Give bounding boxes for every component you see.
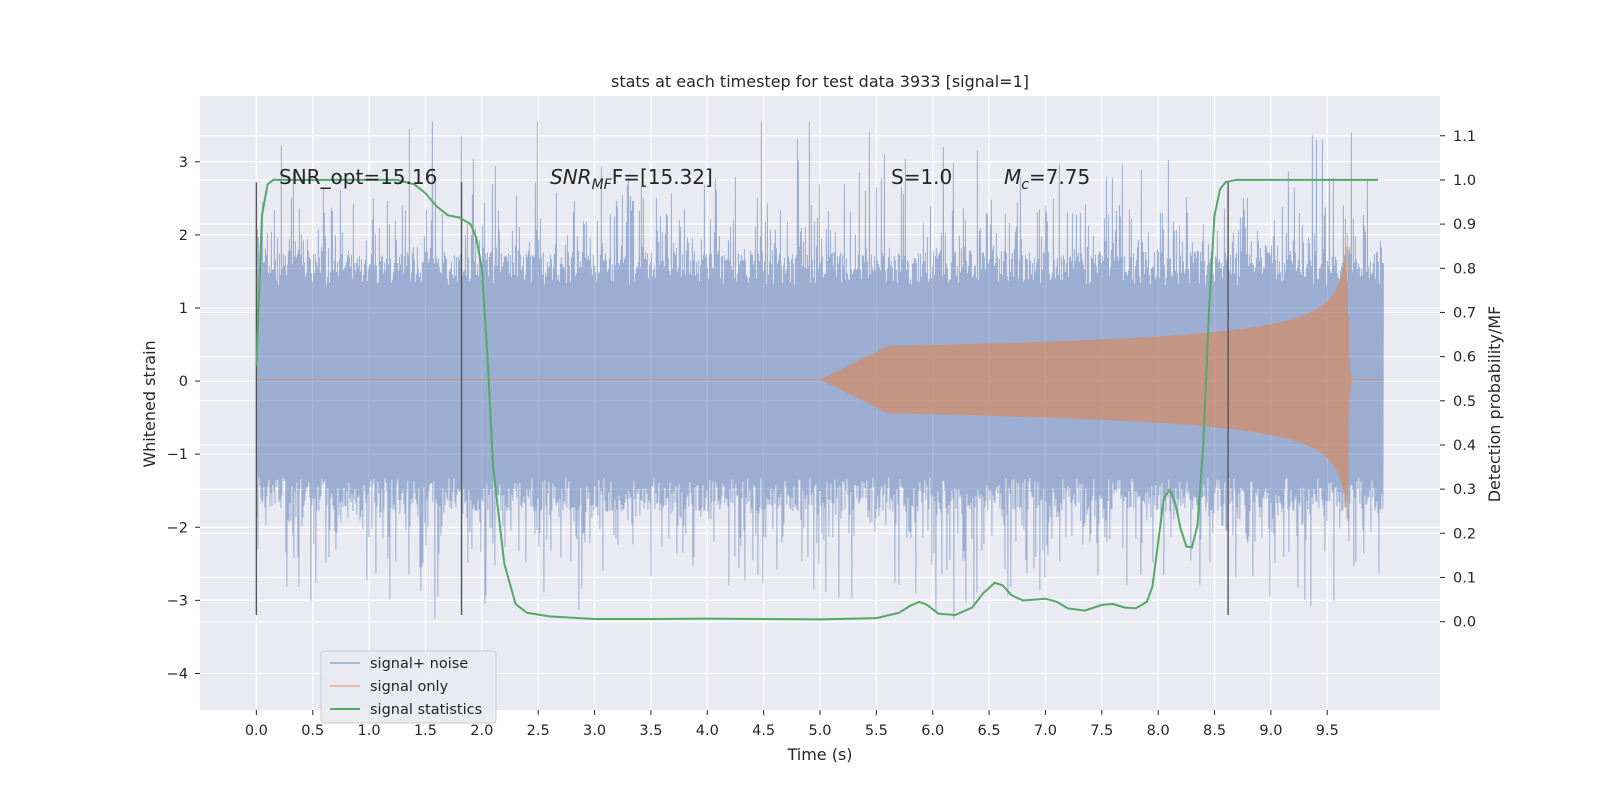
y-right-tick-label: 0.2	[1453, 526, 1476, 542]
x-tick-label: 0.0	[245, 723, 268, 739]
x-tick-label: 7.0	[1034, 723, 1057, 739]
x-tick-label: 1.5	[414, 723, 437, 739]
annotation-snr-mf-base: SNR	[550, 165, 592, 189]
y-tick-label: 0	[179, 374, 188, 390]
y-right-tick-label: 0.8	[1453, 261, 1476, 277]
y-right-tick-label: 0.5	[1453, 394, 1476, 410]
y-axis-label: Whitened strain	[140, 340, 159, 467]
x-tick-label: 9.0	[1259, 723, 1282, 739]
annotation-mc-suffix: =7.75	[1029, 165, 1090, 189]
x-tick-label: 8.5	[1203, 723, 1226, 739]
y-tick-label: 2	[179, 228, 188, 244]
annotation-snr-mf-suffix: F=[15.32]	[612, 165, 713, 189]
chart-title: stats at each timestep for test data 393…	[611, 72, 1029, 91]
x-tick-label: 4.0	[696, 723, 719, 739]
x-axis-label: Time (s)	[786, 745, 852, 764]
y-tick-label: −4	[167, 666, 188, 682]
legend-label-noise: signal+ noise	[370, 656, 468, 672]
legend: signal+ noise signal only signal statist…	[320, 650, 497, 724]
stats-series	[255, 178, 1378, 621]
annotation-mc-sub: c	[1021, 177, 1029, 193]
y-tick-label: −1	[167, 447, 188, 463]
annotation-snr-opt: SNR_opt=15.16	[279, 165, 437, 189]
y-right-tick-label: 1.0	[1453, 173, 1476, 189]
y-right-tick-label: 0.9	[1453, 217, 1476, 233]
y-tick-label: −3	[167, 593, 188, 609]
y-right-tick-label: 0.1	[1453, 570, 1476, 586]
annotation-snr-mf: SNRMFF=[15.32]	[550, 165, 713, 193]
legend-box	[320, 650, 497, 724]
x-tick-label: 6.0	[921, 723, 944, 739]
x-tick-label: 5.0	[808, 723, 831, 739]
x-tick-label: 1.0	[358, 723, 381, 739]
legend-label-signal: signal only	[370, 679, 449, 695]
series-line-stats	[255, 178, 1378, 621]
annotation-mc: Mc=7.75	[1004, 165, 1090, 193]
y-right-tick-label: 0.7	[1453, 305, 1476, 321]
annotation-mc-base: M	[1004, 165, 1021, 189]
x-tick-label: 3.5	[639, 723, 662, 739]
y-right-tick-label: 0.3	[1453, 482, 1476, 498]
x-tick-label: 2.5	[527, 723, 550, 739]
annotation-snr-mf-sub: MF	[592, 177, 613, 193]
signal-series	[256, 233, 1384, 519]
x-tick-label: 0.5	[301, 723, 324, 739]
x-tick-label: 8.0	[1147, 723, 1170, 739]
x-tick-label: 2.0	[470, 723, 493, 739]
y-right-tick-label: 0.6	[1453, 350, 1476, 366]
y-right-axis-label: Detection probability/MF	[1485, 306, 1504, 503]
x-tick-label: 3.0	[583, 723, 606, 739]
x-tick-label: 5.5	[865, 723, 888, 739]
annotation-s: S=1.0	[891, 165, 952, 189]
legend-label-stats: signal statistics	[370, 702, 482, 718]
series-line-signal	[256, 233, 1384, 519]
y-right-tick-label: 1.1	[1453, 129, 1476, 145]
x-tick-label: 7.5	[1090, 723, 1113, 739]
tick-layer: 0.0 0.5 1.0 1.5 2.0 2.5 3.0 3.5 4.0 4.5 5.0 5.5 6.0 6…	[167, 129, 1476, 739]
vertical-markers	[255, 182, 1229, 615]
y-tick-label: 3	[179, 155, 188, 171]
x-tick-label: 9.5	[1316, 723, 1339, 739]
y-tick-label: 1	[179, 301, 188, 317]
x-tick-label: 4.5	[752, 723, 775, 739]
y-right-tick-label: 0.4	[1453, 438, 1476, 454]
x-tick-label: 6.5	[978, 723, 1001, 739]
y-right-tick-label: 0.0	[1453, 615, 1476, 631]
y-tick-label: −2	[167, 520, 188, 536]
